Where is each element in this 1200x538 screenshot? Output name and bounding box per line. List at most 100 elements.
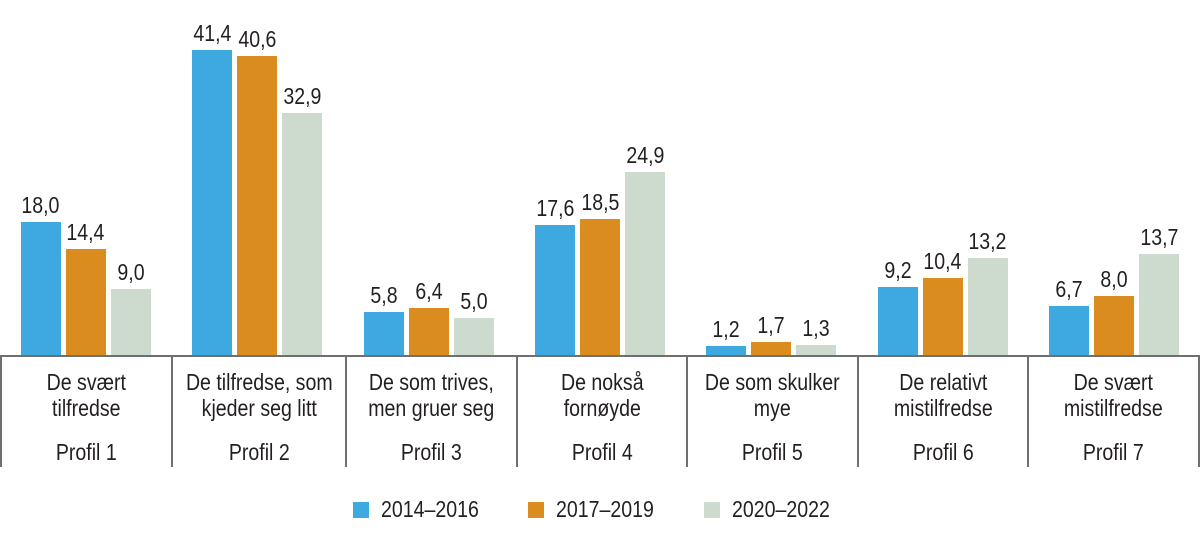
bar-slot: 6,7 <box>1049 276 1090 355</box>
category-label: De svært tilfredse <box>46 369 126 421</box>
bar-2017-2019 <box>922 278 963 355</box>
legend-item: 2017–2019 <box>528 496 671 523</box>
bar-2014-2016 <box>20 222 61 355</box>
category-cell-3: De som trives, men gruer seg Profil 3 <box>347 357 518 467</box>
bar-slot: 1,3 <box>796 315 837 355</box>
category-label: De som skulker mye <box>705 369 840 421</box>
category-cell-7: De svært mistilfredse Profil 7 <box>1029 357 1200 467</box>
category-axis: De svært tilfredse Profil 1 De tilfredse, s… <box>0 355 1200 467</box>
bar-value-label: 9,2 <box>884 257 912 283</box>
bar-value-label: 6,4 <box>414 278 443 304</box>
bar-2017-2019 <box>237 56 278 355</box>
bar-value-label: 14,4 <box>66 219 105 245</box>
profile-label: Profil 1 <box>55 439 117 465</box>
bar-slot: 13,2 <box>967 228 1008 355</box>
bar-value-label: 18,5 <box>580 189 620 215</box>
legend-swatch <box>703 501 720 518</box>
bar-2020-2022 <box>1139 254 1180 355</box>
bar-value-label: 41,4 <box>193 20 232 46</box>
bar-2017-2019 <box>579 219 620 355</box>
bar-2014-2016 <box>877 287 918 355</box>
bar-slot: 41,4 <box>192 20 233 355</box>
bar-slot: 1,7 <box>751 312 792 355</box>
bar-2017-2019 <box>1094 296 1135 355</box>
category-label: De som trives, men gruer seg <box>368 369 495 421</box>
bar-2014-2016 <box>706 346 747 355</box>
bar-slot: 10,4 <box>922 248 963 355</box>
bar-group-5: 1,2 1,7 1,3 <box>686 0 857 355</box>
bar-slot: 1,2 <box>706 316 747 355</box>
bar-slot: 18,0 <box>20 192 61 355</box>
bar-slot: 6,4 <box>408 278 449 355</box>
category-label: De svært mistilfredse <box>1064 369 1164 421</box>
bar-slot: 9,2 <box>877 257 918 355</box>
bar-value-label: 18,0 <box>21 192 60 218</box>
profile-label: Profil 6 <box>912 439 974 465</box>
bar-value-label: 8,0 <box>1100 266 1128 292</box>
bar-slot: 32,9 <box>282 83 323 355</box>
category-cell-4: De nokså fornøyde Profil 4 <box>518 357 689 467</box>
bar-value-label: 1,3 <box>802 315 831 341</box>
bar-value-label: 5,0 <box>459 288 488 314</box>
category-cell-5: De som skulker mye Profil 5 <box>688 357 859 467</box>
bar-group-4: 17,6 18,5 24,9 <box>514 0 685 355</box>
bar-2014-2016 <box>192 50 233 355</box>
profile-label: Profil 5 <box>742 439 803 465</box>
bar-2020-2022 <box>110 289 151 355</box>
bar-2014-2016 <box>363 312 404 355</box>
bar-value-label: 1,2 <box>712 316 741 342</box>
bar-2017-2019 <box>751 342 792 355</box>
bar-2020-2022 <box>967 258 1008 355</box>
bar-value-label: 13,7 <box>1140 224 1179 250</box>
bar-2017-2019 <box>408 308 449 355</box>
bar-slot: 18,5 <box>579 189 620 355</box>
bar-value-label: 5,8 <box>369 282 398 308</box>
bar-slot: 5,0 <box>453 288 494 355</box>
bar-slot: 8,0 <box>1094 266 1135 355</box>
legend-item: 2020–2022 <box>703 496 847 523</box>
category-label: De tilfredse, som kjeder seg litt <box>185 369 333 421</box>
profile-label: Profil 7 <box>1083 439 1145 465</box>
category-label: De relativt mistilfredse <box>893 369 993 421</box>
bar-slot: 13,7 <box>1139 224 1180 355</box>
bar-group-1: 18,0 14,4 9,0 <box>0 0 171 355</box>
bar-slot: 5,8 <box>363 282 404 355</box>
bar-2020-2022 <box>796 345 837 355</box>
profile-label: Profil 3 <box>400 439 462 465</box>
category-label: De nokså fornøyde <box>560 369 644 421</box>
bar-slot: 14,4 <box>65 219 106 355</box>
bar-2014-2016 <box>534 225 575 355</box>
legend-label: 2014–2016 <box>381 496 480 522</box>
legend: 2014–2016 2017–2019 2020–2022 <box>0 496 1200 523</box>
bar-slot: 17,6 <box>534 195 575 355</box>
category-cell-6: De relativt mistilfredse Profil 6 <box>859 357 1030 467</box>
bar-value-label: 10,4 <box>923 248 962 274</box>
bar-value-label: 9,0 <box>117 259 145 285</box>
bar-2020-2022 <box>453 318 494 355</box>
category-cell-2: De tilfredse, som kjeder seg litt Profil 2 <box>173 357 348 467</box>
bar-slot: 40,6 <box>237 26 278 355</box>
bar-slot: 24,9 <box>624 142 665 355</box>
bar-value-label: 1,7 <box>757 312 786 338</box>
legend-label: 2020–2022 <box>731 496 830 522</box>
profile-label: Profil 4 <box>571 439 633 465</box>
plot-area: 18,0 14,4 9,0 41,4 40,6 32,9 5,8 6,4 5,0 17,6 18,5… <box>0 0 1200 355</box>
bar-slot: 9,0 <box>110 259 151 355</box>
category-cell-1: De svært tilfredse Profil 1 <box>2 357 173 467</box>
bar-value-label: 40,6 <box>238 26 277 52</box>
bar-2020-2022 <box>624 172 665 355</box>
bar-value-label: 17,6 <box>535 195 575 221</box>
legend-swatch <box>528 501 545 518</box>
bar-2014-2016 <box>1049 306 1090 355</box>
bar-group-7: 6,7 8,0 13,7 <box>1029 0 1200 355</box>
bar-group-3: 5,8 6,4 5,0 <box>343 0 514 355</box>
bar-value-label: 6,7 <box>1055 276 1083 302</box>
legend-item: 2014–2016 <box>353 496 496 523</box>
bar-group-6: 9,2 10,4 13,2 <box>857 0 1028 355</box>
legend-swatch <box>353 501 370 518</box>
bar-2017-2019 <box>65 249 106 355</box>
profile-label: Profil 2 <box>228 439 290 465</box>
bar-value-label: 13,2 <box>968 228 1007 254</box>
legend-label: 2017–2019 <box>556 496 655 522</box>
bar-value-label: 32,9 <box>283 83 322 109</box>
